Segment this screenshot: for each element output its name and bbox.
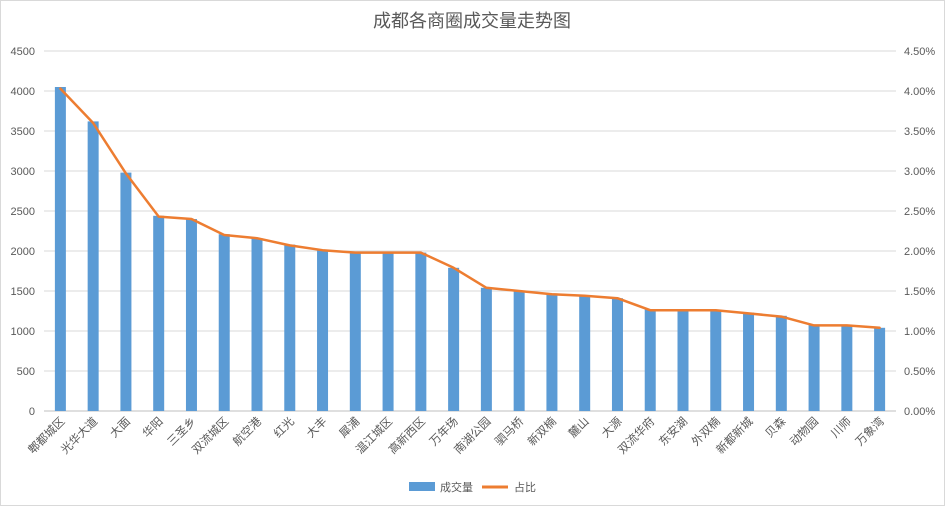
legend-swatch-bar (409, 482, 435, 491)
category-label: 航空港 (230, 414, 265, 449)
right-tick-label: 2.50% (904, 206, 935, 218)
category-label: 高新西区 (386, 414, 428, 456)
left-tick-label: 3000 (11, 166, 35, 178)
category-label: 动物园 (787, 414, 821, 448)
category-label: 光华大道 (58, 414, 101, 457)
bar (579, 295, 591, 411)
bar (382, 252, 394, 411)
bar (448, 267, 460, 411)
right-tick-label: 2.00% (904, 246, 935, 258)
bar-series (54, 87, 886, 412)
bar (87, 121, 99, 412)
category-label: 川师 (828, 414, 854, 440)
series-line (59, 87, 881, 330)
category-label: 新都新城 (713, 414, 756, 457)
bar (808, 324, 820, 411)
bar (775, 315, 787, 411)
category-label: 犀浦 (336, 414, 362, 440)
right-tick-label: 0.50% (904, 366, 935, 378)
bar (841, 324, 853, 411)
bar (513, 291, 525, 411)
left-tick-label: 2000 (11, 246, 35, 258)
right-tick-label: 0.00% (904, 406, 935, 418)
line-series (59, 87, 881, 330)
category-label: 红光 (271, 414, 298, 441)
left-tick-label: 1000 (11, 326, 35, 338)
bar (677, 309, 689, 411)
right-axis: 0.00% 0.50% 1.00% 1.50% 2.00% 2.50% 3.00% 3.50%… (904, 46, 935, 418)
right-tick-label: 3.50% (904, 126, 935, 138)
right-tick-label: 1.00% (904, 326, 935, 338)
grid-lines (44, 50, 896, 412)
category-label: 南湖公园 (451, 414, 493, 456)
left-tick-label: 0 (29, 406, 35, 418)
right-tick-label: 4.00% (904, 86, 935, 98)
category-label: 新双楠 (525, 414, 560, 449)
bar (611, 298, 623, 411)
left-tick-label: 4000 (11, 86, 35, 98)
bar (710, 310, 722, 411)
bar (251, 238, 263, 411)
chart-title: 成都各商圈成交量走势图 (373, 11, 571, 32)
category-label: 驷马桥 (492, 414, 527, 449)
legend-label-line: 占比 (514, 480, 536, 494)
bar (218, 234, 230, 411)
bar (317, 250, 329, 411)
bar (284, 244, 296, 411)
bar (415, 252, 427, 411)
category-label: 东安湖 (656, 414, 690, 448)
category-label: 贝森 (762, 414, 789, 441)
category-label: 万象湾 (852, 414, 887, 449)
bar (546, 293, 558, 411)
bar (349, 252, 361, 411)
legend-label-bar: 成交量 (440, 480, 473, 494)
bar (153, 215, 165, 411)
bar (644, 309, 656, 411)
right-tick-label: 3.00% (904, 166, 935, 178)
bar (120, 172, 132, 411)
legend: 成交量 占比 (409, 480, 536, 494)
category-label: 双流城区 (189, 414, 231, 456)
category-label: 双流华府 (615, 414, 657, 456)
category-label: 华阳 (140, 414, 166, 440)
bar (743, 312, 755, 411)
right-tick-label: 4.50% (904, 46, 935, 58)
bar (185, 219, 197, 411)
left-tick-label: 3500 (11, 126, 35, 138)
bar (480, 287, 492, 411)
category-label: 大丰 (303, 414, 329, 440)
left-axis: 0 500 1000 1500 2000 2500 3000 3500 4000 4500 (11, 46, 35, 418)
left-tick-label: 4500 (11, 46, 35, 58)
category-label: 大源 (598, 414, 625, 441)
bar (54, 87, 66, 411)
left-tick-label: 2500 (11, 206, 35, 218)
category-label: 麓山 (566, 414, 592, 440)
left-tick-label: 500 (17, 366, 35, 378)
right-tick-label: 1.50% (904, 286, 935, 298)
category-label: 大面 (107, 414, 133, 440)
bar (874, 327, 886, 411)
left-tick-label: 1500 (11, 286, 35, 298)
